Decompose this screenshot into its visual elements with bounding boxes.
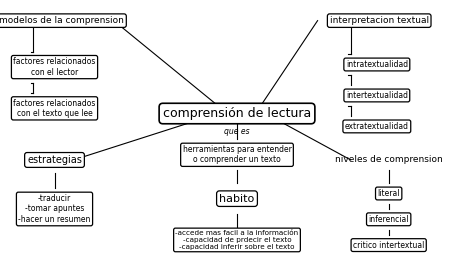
Text: habito: habito: [219, 194, 255, 204]
Text: comprensión de lectura: comprensión de lectura: [163, 107, 311, 120]
Text: -traducir
-tomar apuntes
-hacer un resumen: -traducir -tomar apuntes -hacer un resum…: [18, 194, 91, 224]
Text: extratextualidad: extratextualidad: [345, 122, 409, 131]
Text: critico intertextual: critico intertextual: [353, 241, 424, 249]
Text: modelos de la comprension: modelos de la comprension: [0, 16, 124, 25]
Text: estrategias: estrategias: [27, 155, 82, 165]
Text: intratextualidad: intratextualidad: [346, 60, 408, 69]
Text: factores relacionados
con el texto que lee: factores relacionados con el texto que l…: [13, 99, 96, 118]
Text: intertextualidad: intertextualidad: [346, 91, 408, 100]
Text: -accede mas facil a la información
-capacidad de prdecir el texto
-capacidad inf: -accede mas facil a la información -capa…: [175, 230, 299, 250]
Text: inferencial: inferencial: [368, 215, 409, 224]
Text: interpretacion textual: interpretacion textual: [329, 16, 429, 25]
Text: factores relacionados
con el lector: factores relacionados con el lector: [13, 57, 96, 77]
Text: literal: literal: [377, 189, 400, 198]
Text: niveles de comprension: niveles de comprension: [335, 156, 443, 164]
Text: que es: que es: [224, 127, 250, 136]
Text: herramientas para entender
o comprender un texto: herramientas para entender o comprender …: [182, 145, 292, 165]
